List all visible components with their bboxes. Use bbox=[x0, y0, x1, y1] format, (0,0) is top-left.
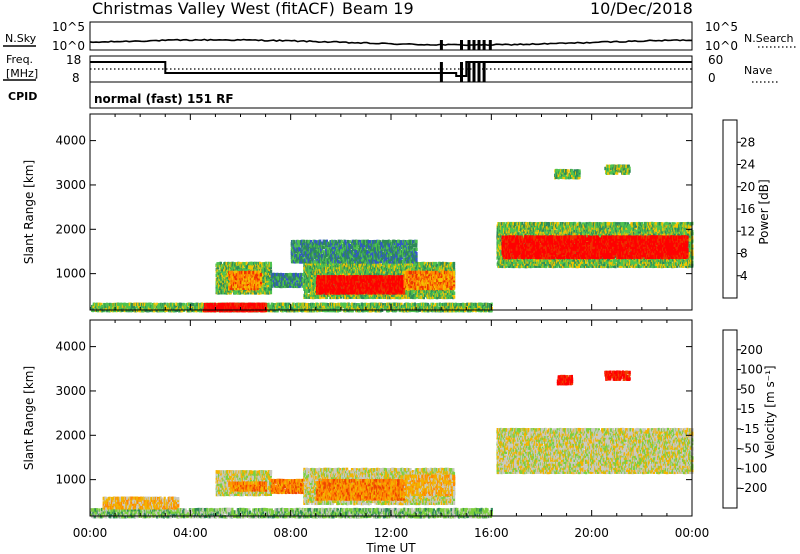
nsky-label: N.Sky bbox=[5, 32, 37, 45]
nsky-drop bbox=[478, 40, 481, 50]
nsky-trace bbox=[90, 39, 692, 45]
freq-tick-bottom: 8 bbox=[72, 71, 80, 85]
nsky-panel: N.Sky 10^5 10^0 10^5 10^0 N.Search bbox=[0, 20, 796, 53]
freq-drop bbox=[483, 62, 486, 82]
nsearch-tick-bottom: 10^0 bbox=[705, 39, 738, 53]
nsky-tick-top: 10^5 bbox=[52, 20, 85, 34]
range-cell bbox=[260, 273, 262, 276]
nave-tick-top: 60 bbox=[708, 53, 723, 67]
nsearch-label: N.Search bbox=[744, 32, 794, 45]
nave-label: Nave bbox=[744, 64, 772, 77]
nsky-drop bbox=[489, 40, 492, 50]
range-cell bbox=[270, 262, 272, 265]
freq-tick-top: 18 bbox=[66, 53, 81, 67]
freq-drop bbox=[440, 62, 443, 82]
nave-tick-bottom: 0 bbox=[708, 71, 716, 85]
cpid-value: normal (fast) 151 RF bbox=[94, 92, 234, 106]
freq-drop bbox=[468, 62, 471, 82]
range-cell bbox=[436, 303, 438, 306]
range-cell bbox=[270, 270, 272, 273]
nsky-drop bbox=[473, 40, 476, 50]
freq-label-2: [MHz] bbox=[6, 67, 38, 80]
range-cell bbox=[260, 277, 262, 280]
nsky-drop bbox=[440, 40, 443, 50]
nsky-drop bbox=[483, 40, 486, 50]
cpid-label: CPID bbox=[8, 90, 37, 103]
freq-panel: Freq. [MHz] 18 8 60 0 Nave bbox=[3, 53, 780, 85]
nsearch-tick-top: 10^5 bbox=[705, 20, 738, 34]
power-data bbox=[90, 164, 694, 312]
freq-drop bbox=[473, 62, 476, 82]
nsky-tick-bottom: 10^0 bbox=[52, 39, 85, 53]
cpid-panel: CPID normal (fast) 151 RF bbox=[8, 82, 692, 108]
nsky-drop bbox=[460, 40, 463, 50]
nsky-drop bbox=[468, 40, 471, 50]
freq-drop bbox=[460, 62, 463, 82]
freq-drop bbox=[478, 62, 481, 82]
range-cell bbox=[265, 303, 267, 306]
freq-label-1: Freq. bbox=[6, 53, 33, 66]
